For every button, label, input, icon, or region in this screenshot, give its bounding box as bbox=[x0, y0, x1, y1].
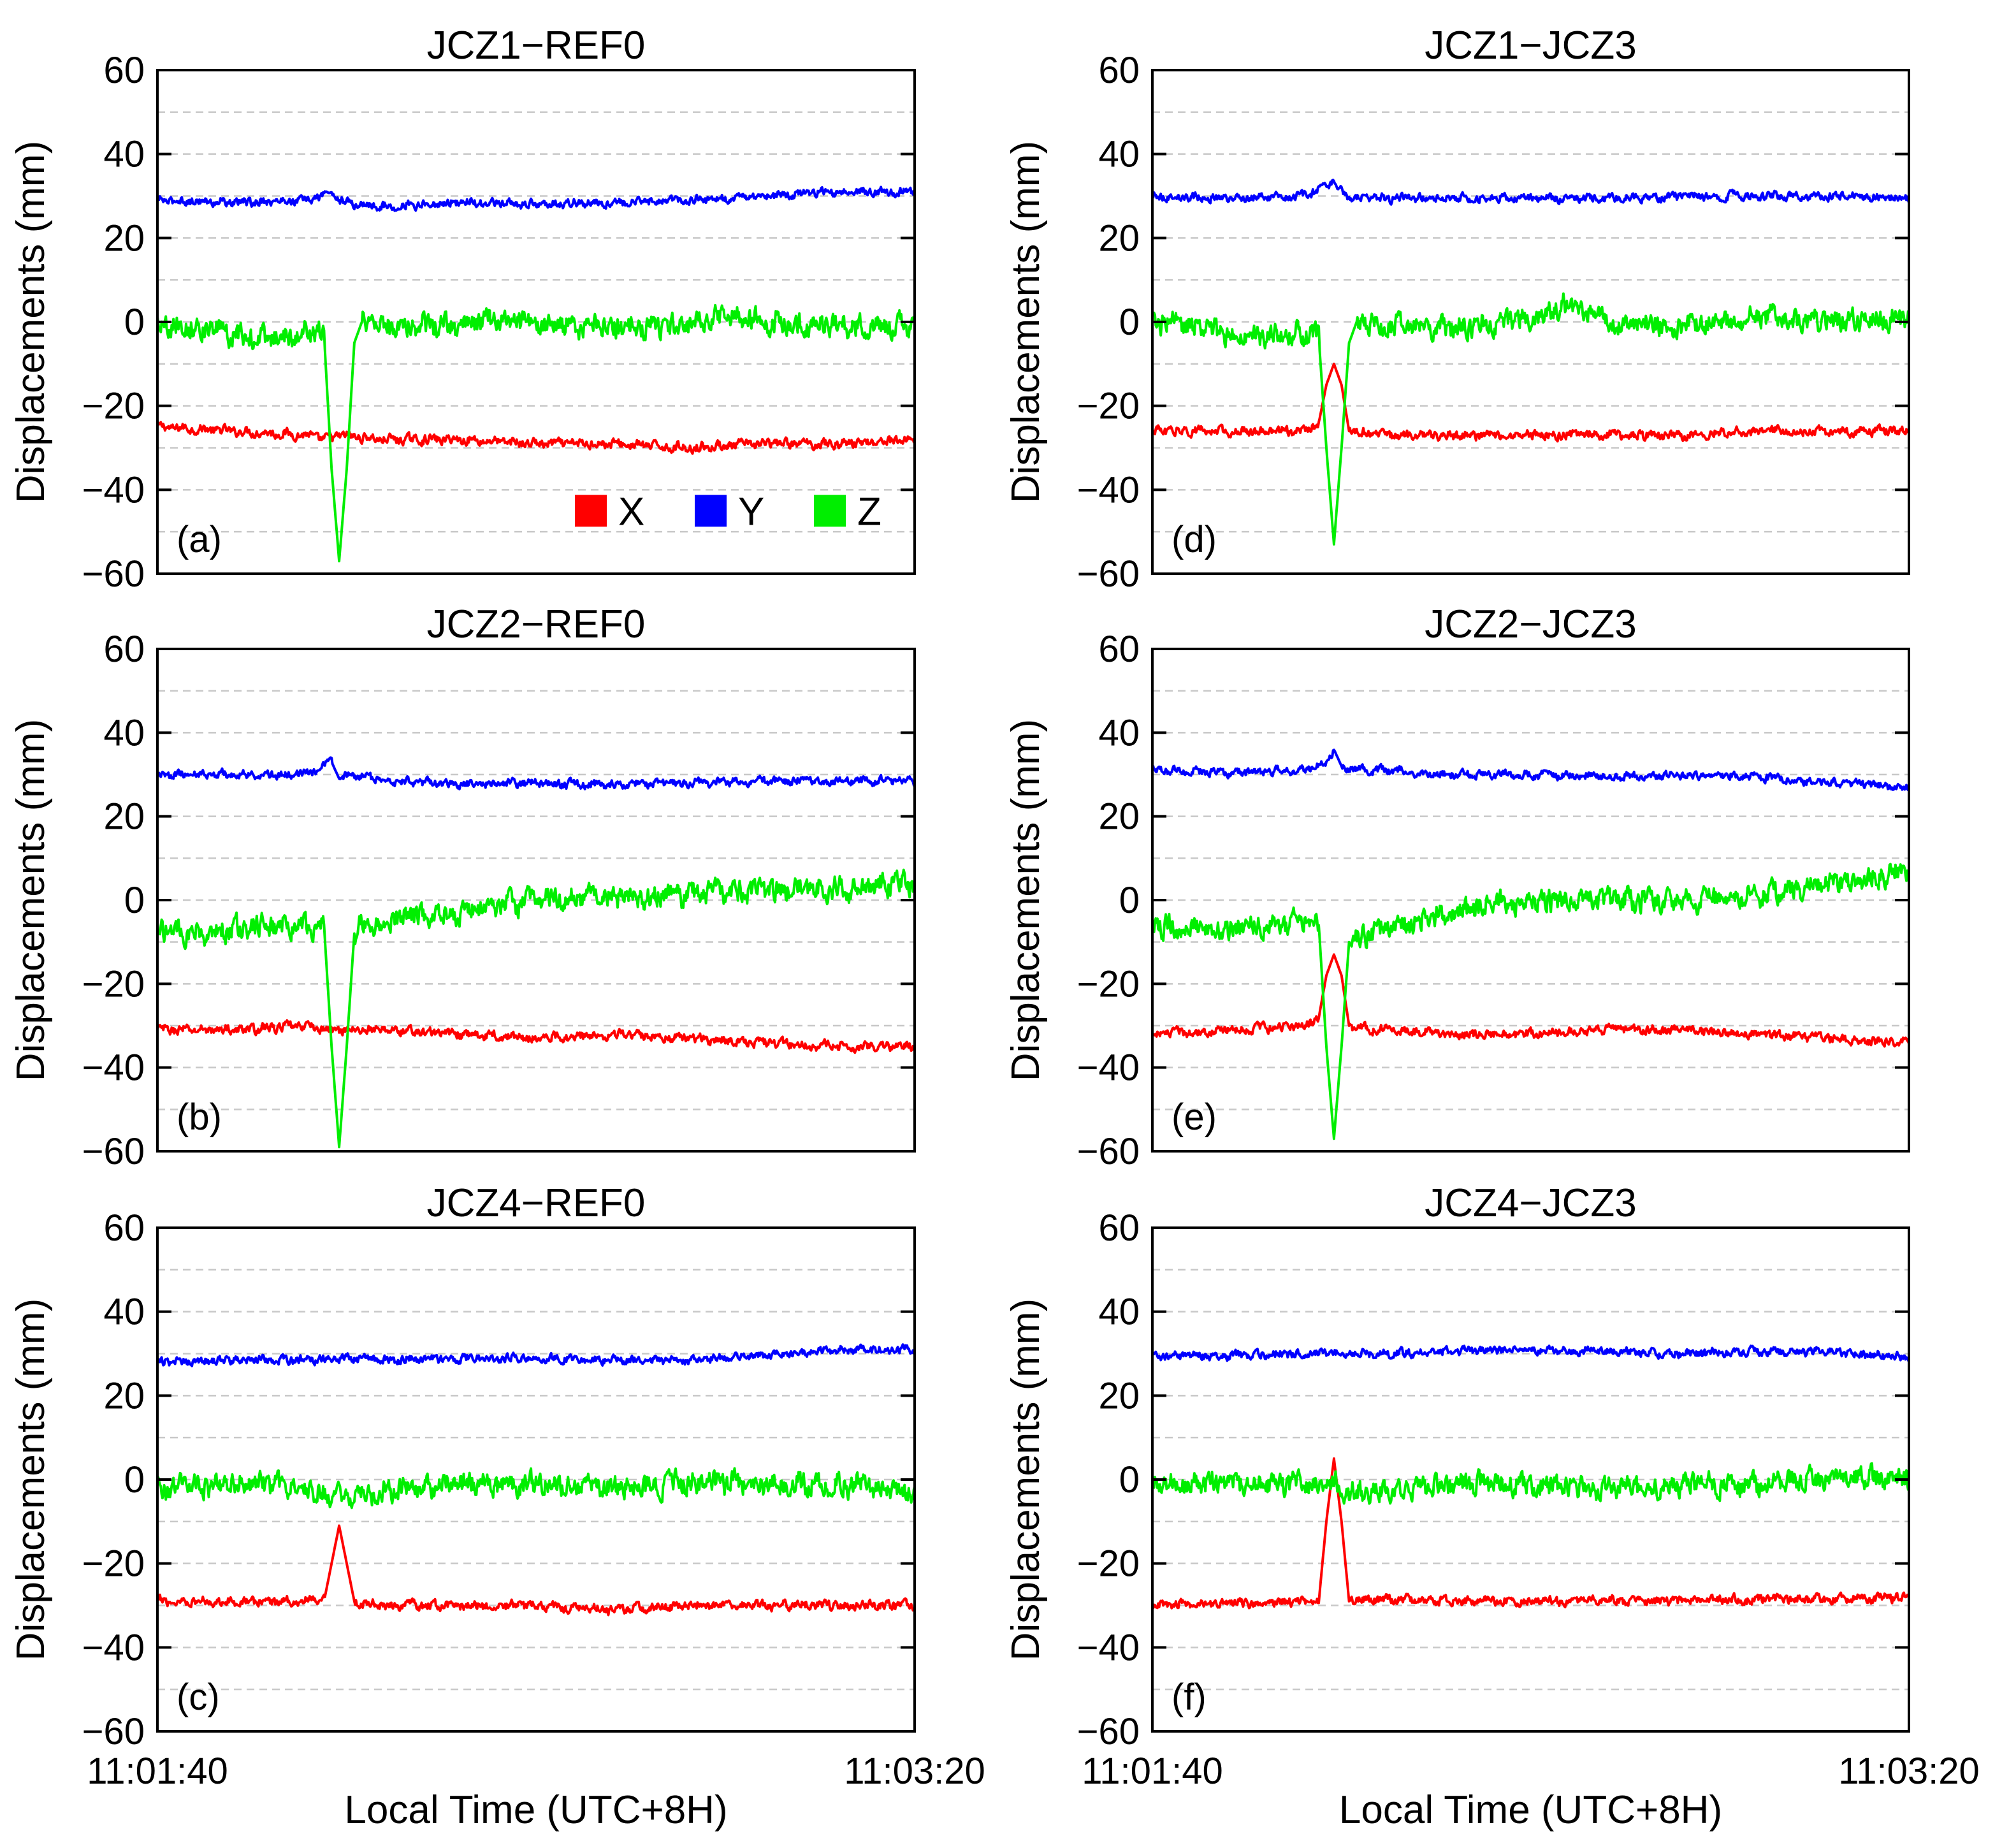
series-y-line bbox=[1152, 748, 1909, 792]
series-y-line bbox=[1152, 1344, 1909, 1363]
y-axis-label: Displacements (mm) bbox=[9, 1299, 53, 1661]
panel-b: 60 40 20 0 −20 −40 −60 JCZ2−REF0 Displacements (… bbox=[9, 602, 916, 1172]
y-tick-label: 0 bbox=[1119, 1459, 1140, 1501]
x-tick-label-end: 11:03:20 bbox=[1838, 1750, 1979, 1792]
y-tick-label: 0 bbox=[124, 1459, 145, 1501]
y-tick-label: 20 bbox=[1098, 796, 1140, 838]
panel-tag: (f) bbox=[1171, 1677, 1207, 1718]
y-tick-label: −40 bbox=[1077, 1047, 1140, 1089]
y-tick-label: 20 bbox=[1098, 1375, 1140, 1416]
y-tick-label: −60 bbox=[1077, 1711, 1140, 1752]
panel-c: 60 40 20 0 −20 −40 −60 JCZ4−REF0 Displacements (… bbox=[9, 1181, 985, 1832]
series-z-line bbox=[157, 868, 915, 1149]
x-axis-label: Local Time (UTC+8H) bbox=[344, 1788, 727, 1832]
y-tick-label: −60 bbox=[82, 1131, 145, 1172]
y-tick-label: 20 bbox=[103, 796, 145, 838]
legend-label-x: X bbox=[618, 490, 644, 534]
panel-tag: (c) bbox=[177, 1677, 220, 1718]
y-tick-label: 60 bbox=[103, 50, 145, 91]
y-tick-label: −40 bbox=[82, 1627, 145, 1668]
y-axis-label: Displacements (mm) bbox=[1004, 1299, 1048, 1661]
series-y-line bbox=[157, 1343, 915, 1367]
legend-label-y: Y bbox=[738, 490, 764, 534]
y-tick-label: −20 bbox=[1077, 963, 1140, 1005]
series-x-line bbox=[157, 1019, 915, 1054]
y-tick-label: −20 bbox=[82, 1543, 145, 1585]
y-tick-label: −20 bbox=[82, 963, 145, 1005]
y-tick-label: 60 bbox=[103, 629, 145, 670]
y-tick-label: −60 bbox=[82, 553, 145, 595]
x-axis-label: Local Time (UTC+8H) bbox=[1339, 1788, 1722, 1832]
y-tick-label: 20 bbox=[1098, 217, 1140, 259]
panel-e: 60 40 20 0 −20 −40 −60 JCZ2−JCZ3 Displacements (… bbox=[1004, 602, 1910, 1172]
series-x-line bbox=[1152, 362, 1909, 443]
panel-title: JCZ4−REF0 bbox=[427, 1181, 646, 1225]
panel-tag: (d) bbox=[1171, 519, 1217, 560]
panel-title: JCZ1−JCZ3 bbox=[1425, 24, 1636, 68]
y-tick-label: 40 bbox=[103, 134, 145, 175]
x-tick-label-start: 11:01:40 bbox=[1082, 1750, 1222, 1792]
panel-title: JCZ4−JCZ3 bbox=[1425, 1181, 1636, 1225]
y-tick-label: 60 bbox=[1098, 1207, 1140, 1249]
y-tick-label: 40 bbox=[1098, 1291, 1140, 1333]
y-tick-label: −20 bbox=[1077, 1543, 1140, 1585]
y-tick-label: 0 bbox=[1119, 302, 1140, 343]
y-tick-label: −40 bbox=[82, 469, 145, 511]
y-axis-label: Displacements (mm) bbox=[1004, 141, 1048, 503]
legend: X Y Z bbox=[575, 490, 881, 534]
y-tick-label: 40 bbox=[1098, 134, 1140, 175]
series-y-line bbox=[157, 186, 915, 212]
y-tick-label: 20 bbox=[103, 217, 145, 259]
legend-swatch-z bbox=[814, 495, 846, 527]
y-tick-label: 0 bbox=[124, 302, 145, 343]
y-axis-label: Displacements (mm) bbox=[9, 141, 53, 503]
y-tick-label: 40 bbox=[103, 1291, 145, 1333]
y-tick-label: 20 bbox=[103, 1375, 145, 1416]
series-x-line bbox=[157, 1524, 915, 1617]
x-tick-label-start: 11:01:40 bbox=[87, 1750, 228, 1792]
y-tick-label: 0 bbox=[124, 880, 145, 921]
y-tick-label: 0 bbox=[1119, 880, 1140, 921]
y-tick-label: 60 bbox=[1098, 629, 1140, 670]
y-tick-label: −40 bbox=[1077, 469, 1140, 511]
series-z-line bbox=[157, 303, 915, 563]
x-tick-label-end: 11:03:20 bbox=[844, 1750, 985, 1792]
legend-swatch-y bbox=[695, 495, 727, 527]
series-x-line bbox=[157, 421, 915, 455]
panel-f: 60 40 20 0 −20 −40 −60 JCZ4−JCZ3 Displacements (… bbox=[1004, 1181, 1980, 1832]
legend-label-z: Z bbox=[857, 490, 881, 534]
series-x-line bbox=[1152, 1457, 1909, 1610]
series-z-line bbox=[157, 1467, 915, 1510]
legend-swatch-x bbox=[575, 495, 607, 527]
y-axis-label: Displacements (mm) bbox=[9, 719, 53, 1081]
y-tick-label: 60 bbox=[1098, 50, 1140, 91]
series-z-line bbox=[1152, 1462, 1909, 1505]
series-z-line bbox=[1152, 292, 1909, 546]
series-x-line bbox=[1152, 953, 1909, 1048]
y-tick-label: −40 bbox=[1077, 1627, 1140, 1668]
y-tick-label: 40 bbox=[103, 712, 145, 753]
y-tick-label: −20 bbox=[1077, 386, 1140, 427]
panel-title: JCZ2−JCZ3 bbox=[1425, 602, 1636, 646]
panel-title: JCZ2−REF0 bbox=[427, 602, 646, 646]
panel-tag: (e) bbox=[1171, 1096, 1217, 1138]
y-tick-label: −60 bbox=[1077, 1131, 1140, 1172]
y-tick-label: 40 bbox=[1098, 712, 1140, 753]
y-tick-label: 60 bbox=[103, 1207, 145, 1249]
panel-tag: (b) bbox=[177, 1096, 222, 1138]
y-tick-label: −60 bbox=[1077, 553, 1140, 595]
series-y-line bbox=[1152, 178, 1909, 206]
series-y-line bbox=[157, 756, 915, 790]
series-z-line bbox=[1152, 862, 1909, 1140]
y-tick-label: −20 bbox=[82, 386, 145, 427]
y-tick-label: −60 bbox=[82, 1711, 145, 1752]
panel-a: 60 40 20 0 −20 −40 −60 JCZ1−REF0 Displacements (… bbox=[9, 24, 916, 595]
y-tick-label: −40 bbox=[82, 1047, 145, 1089]
panel-tag: (a) bbox=[177, 519, 222, 560]
panel-d: 60 40 20 0 −20 −40 −60 JCZ1−JCZ3 Displacements (… bbox=[1004, 24, 1910, 595]
y-axis-label: Displacements (mm) bbox=[1004, 719, 1048, 1081]
panel-title: JCZ1−REF0 bbox=[427, 24, 646, 68]
